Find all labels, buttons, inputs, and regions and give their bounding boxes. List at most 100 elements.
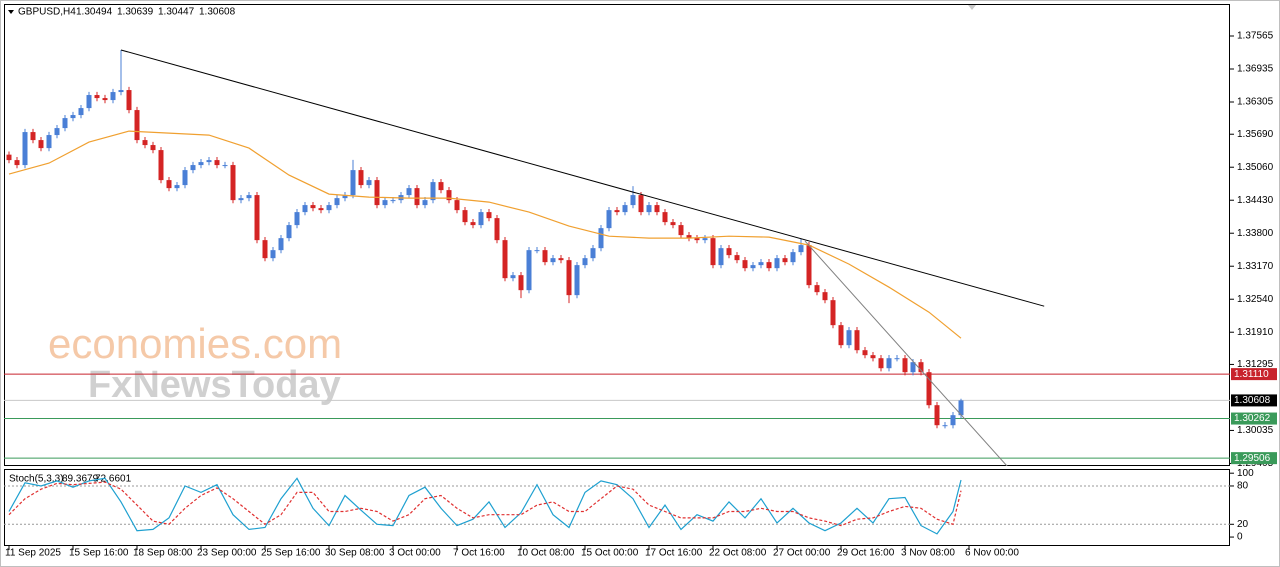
candle-body <box>774 258 780 269</box>
candle-body <box>734 255 740 261</box>
candle-body <box>414 188 420 206</box>
candle-body <box>358 170 364 186</box>
x-tick-label: 7 Oct 16:00 <box>453 548 505 559</box>
candle-body <box>598 228 604 249</box>
candle-body <box>550 258 556 263</box>
candle-body <box>310 205 316 209</box>
candle-body <box>838 325 844 346</box>
candle-body <box>494 218 500 241</box>
candle-body <box>174 185 180 189</box>
candle-body <box>590 248 596 259</box>
open: 1.30494 <box>76 7 113 18</box>
candle-body <box>182 170 188 186</box>
low: 1.30447 <box>158 7 195 18</box>
candle-body <box>694 238 700 241</box>
x-tick-label: 29 Oct 16:00 <box>837 548 895 559</box>
candle-body <box>750 265 756 269</box>
candle-body <box>726 248 732 256</box>
candle-body <box>166 180 172 189</box>
candle-body <box>454 200 460 211</box>
x-tick-label: 10 Oct 08:00 <box>517 548 575 559</box>
plot-area <box>4 49 1230 466</box>
y-tick-label: 0 <box>1237 532 1243 543</box>
candle-body <box>942 425 948 427</box>
candle-body <box>350 170 356 196</box>
candle-body <box>766 262 772 269</box>
candle-body <box>574 265 580 296</box>
candle-body <box>622 205 628 213</box>
candle-body <box>206 160 212 163</box>
x-tick-label: 11 Sep 2025 <box>5 548 61 559</box>
plot-area <box>4 477 1230 535</box>
x-tick-label: 22 Oct 08:00 <box>709 548 767 559</box>
stoch-line <box>8 477 962 535</box>
shift-marker <box>968 5 976 10</box>
candle-body <box>446 190 452 201</box>
x-tick-label: 3 Nov 08:00 <box>901 548 955 559</box>
candle-body <box>486 212 492 219</box>
candle-body <box>638 195 644 213</box>
candle-body <box>214 160 220 166</box>
stoch-pane <box>4 469 1230 546</box>
candle-body <box>134 110 140 141</box>
stoch-line <box>8 481 962 527</box>
trend-line <box>804 240 1008 466</box>
candle-body <box>102 98 108 101</box>
candle-body <box>198 162 204 166</box>
y-tick-label: 1.36935 <box>1237 64 1274 75</box>
menu-arrow[interactable] <box>8 10 14 14</box>
candle-body <box>286 225 292 239</box>
candle-body <box>958 400 964 416</box>
candle-body <box>614 210 620 213</box>
price-level-tag <box>1231 394 1277 407</box>
candle-body <box>710 238 716 266</box>
close: 1.30608 <box>199 7 236 18</box>
candle-body <box>294 212 300 226</box>
candle-body <box>334 198 340 206</box>
candle-body <box>150 145 156 151</box>
y-tick-label: 1.31910 <box>1237 327 1274 338</box>
candle-body <box>518 275 524 291</box>
x-tick-label: 15 Oct 00:00 <box>581 548 639 559</box>
candle-body <box>782 258 788 263</box>
y-tick-label: 1.30035 <box>1237 425 1274 436</box>
candle-body <box>110 92 116 101</box>
candle-body <box>702 238 708 241</box>
candle-body <box>326 205 332 211</box>
candle-body <box>606 210 612 229</box>
x-tick-label: 6 Nov 00:00 <box>965 548 1019 559</box>
candle-body <box>374 180 380 206</box>
x-tick-label: 23 Sep 00:00 <box>197 548 257 559</box>
candle-body <box>46 135 52 149</box>
candle-body <box>646 205 652 213</box>
candle-body <box>534 250 540 252</box>
stoch-title: Stoch(5,3,3) <box>9 474 63 485</box>
candle-body <box>822 292 828 301</box>
candle-body <box>438 182 444 191</box>
candle-body <box>854 330 860 351</box>
y-tick-label: 1.33800 <box>1237 228 1274 239</box>
candle-body <box>862 350 868 356</box>
x-tick-label: 27 Oct 00:00 <box>773 548 831 559</box>
candle-body <box>158 150 164 181</box>
candle-body <box>254 195 260 241</box>
candle-body <box>510 275 516 279</box>
candle-body <box>686 235 692 239</box>
trend-line <box>120 49 1045 307</box>
candle-body <box>126 90 132 111</box>
candle-body <box>902 358 908 373</box>
candle-body <box>758 262 764 266</box>
candle-body <box>62 118 68 129</box>
y-tick-label: 1.36305 <box>1237 97 1274 108</box>
candle-body <box>78 108 84 116</box>
candle-body <box>22 132 28 166</box>
candle-body <box>30 132 36 141</box>
candle-body <box>390 200 396 202</box>
symbol: GBPUSD,H4 <box>18 7 76 18</box>
candle-body <box>806 245 812 286</box>
candle-body <box>270 250 276 259</box>
candle-body <box>654 205 660 213</box>
candle-body <box>630 195 636 206</box>
y-tick-label: 100 <box>1237 468 1254 479</box>
